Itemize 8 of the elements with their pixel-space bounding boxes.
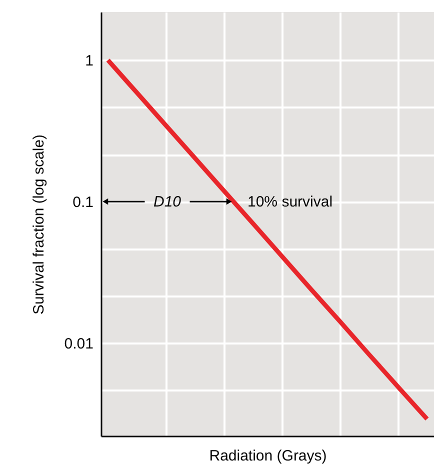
annotation: D10 [153,194,182,211]
y-tick-label: 0.1 [72,194,94,212]
x-axis-title: Radiation (Grays) [209,448,327,464]
y-tick-label: 1 [85,52,94,70]
line-series [106,58,430,422]
annotation: 10% survival [248,194,333,211]
y-tick-label: 0.01 [64,336,94,352]
y-axis-title: Survival fraction (log scale) [30,134,48,315]
